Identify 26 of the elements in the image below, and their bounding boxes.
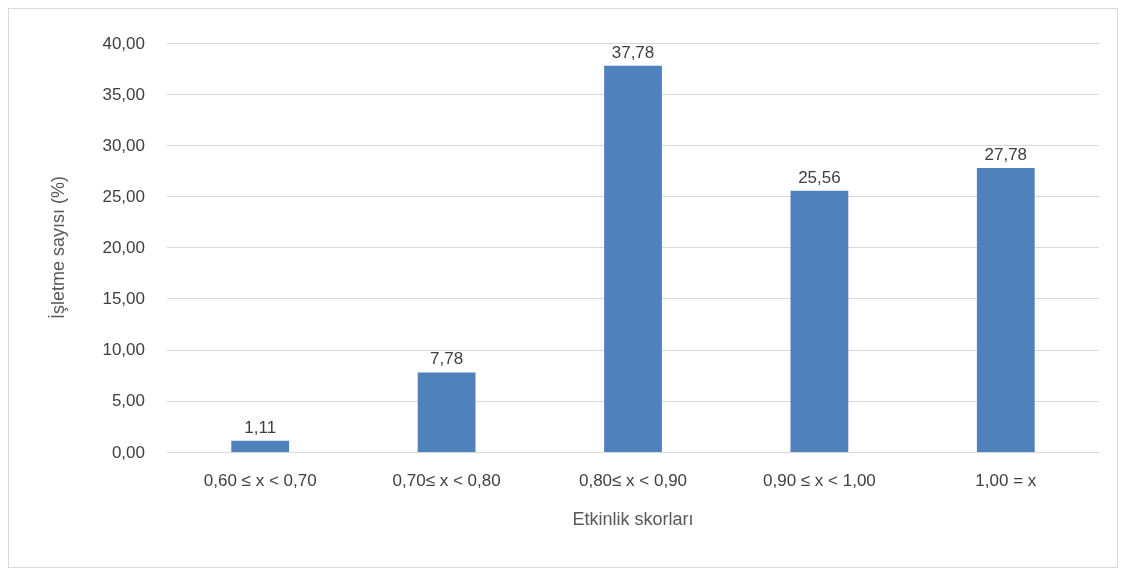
y-tick-label: 35,00 bbox=[102, 84, 145, 104]
x-tick-label: 0,90 ≤ x < 1,00 bbox=[762, 471, 876, 490]
y-tick-label: 40,00 bbox=[102, 33, 145, 53]
x-tick-label: 1,00 = x bbox=[975, 471, 1037, 490]
y-tick-label: 10,00 bbox=[102, 340, 145, 360]
bar bbox=[417, 372, 476, 452]
x-axis-title: Etkinlik skorları bbox=[572, 509, 694, 529]
bar bbox=[976, 167, 1035, 452]
y-tick-label: 30,00 bbox=[102, 135, 145, 155]
data-label: 7,78 bbox=[430, 349, 464, 369]
x-tick-label: 0,80≤ x < 0,90 bbox=[578, 471, 688, 490]
bar bbox=[790, 190, 849, 452]
y-tick-label: 5,00 bbox=[111, 391, 145, 411]
y-tick-label: 0,00 bbox=[111, 442, 145, 462]
y-tick-label: 20,00 bbox=[102, 238, 145, 257]
data-label: 37,78 bbox=[611, 42, 655, 62]
bar bbox=[604, 65, 662, 452]
data-label: 1,11 bbox=[244, 417, 277, 437]
y-axis-title: İşletme sayısı (%) bbox=[48, 175, 68, 320]
data-label: 27,78 bbox=[984, 144, 1028, 164]
data-label: 25,56 bbox=[798, 167, 841, 187]
y-tick-label: 15,00 bbox=[102, 289, 145, 309]
y-tick-label: 25,00 bbox=[102, 186, 145, 206]
x-tick-label: 0,60 ≤ x < 0,70 bbox=[203, 471, 317, 490]
bar bbox=[231, 440, 290, 452]
x-tick-label: 0,70≤ x < 0,80 bbox=[392, 471, 501, 490]
